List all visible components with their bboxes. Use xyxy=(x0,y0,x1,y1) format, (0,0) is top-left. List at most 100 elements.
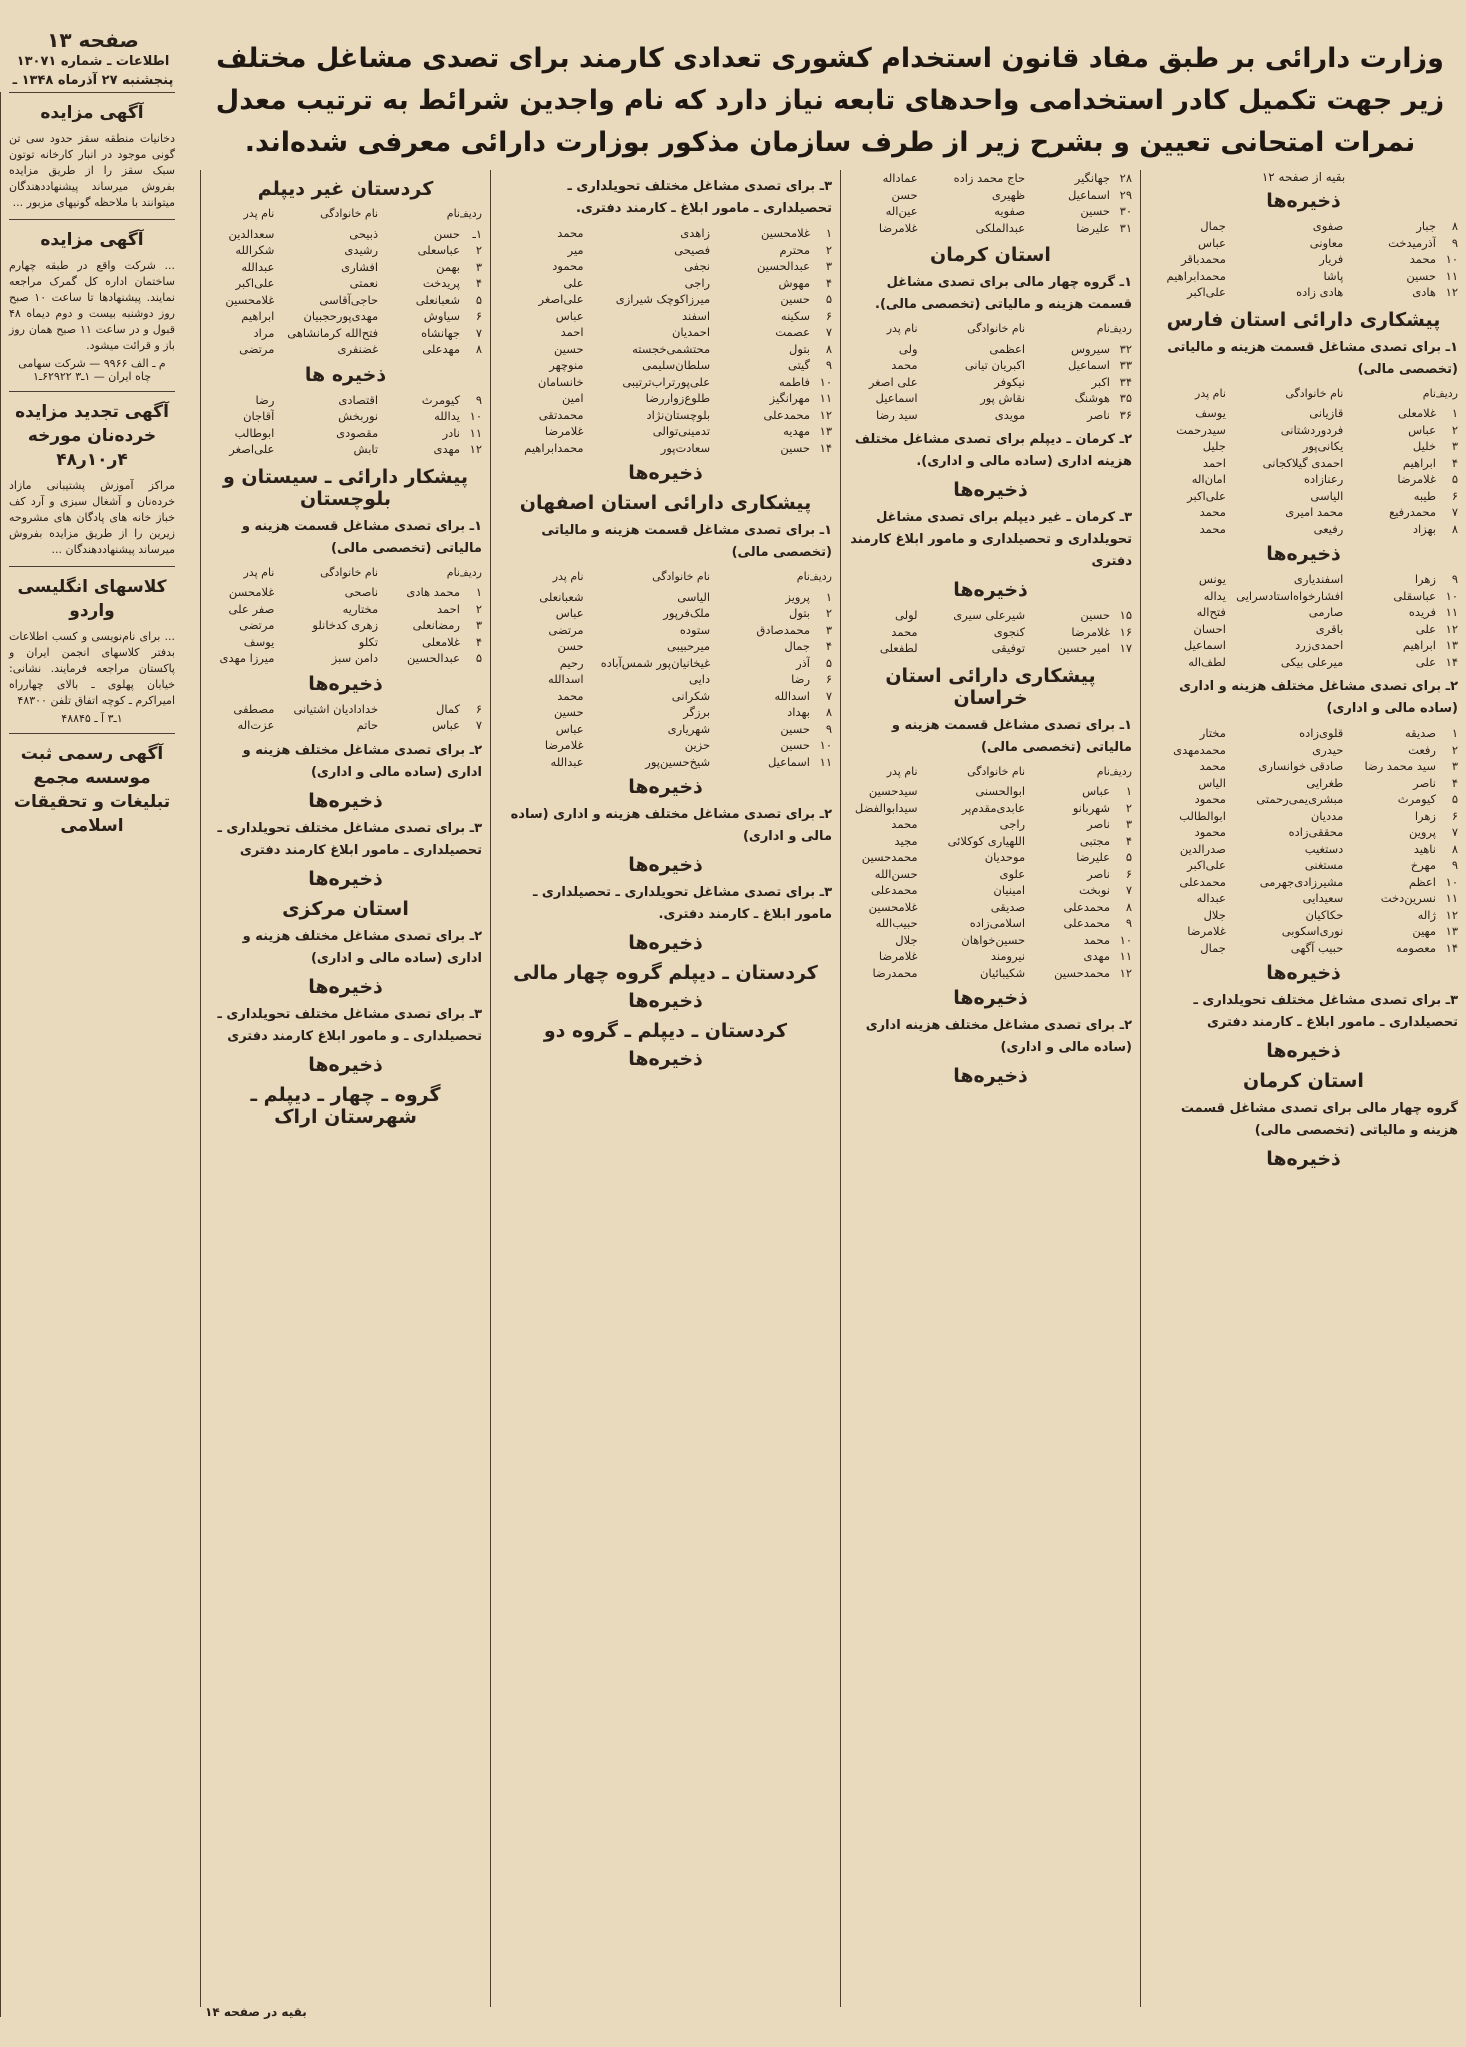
row-number: ۱۲ xyxy=(469,442,482,456)
row-number: ردیف xyxy=(460,565,482,579)
table-row: ۱۱ نادر مقصودی ابوطالب xyxy=(209,425,482,442)
table-row: ۵ غلامرضا رعنازاده امان‌اله xyxy=(1149,471,1458,488)
row-number: ۱ xyxy=(475,585,482,599)
table-row: ۲ بتول ملک‌فرپور عباس xyxy=(499,605,832,622)
first-name: پروین xyxy=(1408,825,1436,839)
reserves-heading: ذخیره ها xyxy=(304,363,387,386)
family-name: میرحبیبی xyxy=(667,639,711,653)
father-name: عباس xyxy=(555,308,584,323)
row-number: ۱۲ xyxy=(1119,965,1132,980)
first-name: یدالله xyxy=(434,409,460,423)
subsection-heading: ۱ـ برای تصدی مشاغل قسمت هزینه و مالیاتی … xyxy=(541,523,832,560)
table-row: ۴ غلامعلی تکلو یوسف xyxy=(209,634,482,651)
first-name: شهربانو xyxy=(1072,800,1110,815)
family-name: اسفندیاری xyxy=(1293,572,1344,586)
first-name: هوشنگ xyxy=(1074,391,1110,405)
first-name: اسماعیل xyxy=(1067,358,1110,372)
first-name: حسین xyxy=(780,440,810,455)
row-number: ۱۴ xyxy=(819,440,832,455)
father-name: غلامرضا xyxy=(1187,924,1226,938)
row-number: ۱ xyxy=(825,226,832,240)
table-row: ۶ رضا دایی اسدالله xyxy=(499,671,832,688)
table-row: ۳ عبدالحسین نجفی محمود xyxy=(499,258,832,275)
family-name: دامن سبز xyxy=(331,651,379,665)
father-name: الیاس xyxy=(1198,775,1226,790)
first-name: حسین xyxy=(780,738,810,752)
father-name: مراد xyxy=(253,325,275,340)
family-name: مددیان xyxy=(1310,808,1344,823)
family-name: صفوی xyxy=(1312,219,1344,233)
column-1: بقیه از صفحه ۱۲ ذخیره‌ها ۸ جبار صفوی جمال ۹ آذر… xyxy=(1140,170,1466,2007)
subsection-heading: ۳ـ برای تصدی مشاغل مختلف تحویلداری ـ تحص… xyxy=(217,820,482,858)
family-name: راجی xyxy=(999,817,1026,831)
row-number: ۱۱ xyxy=(1445,605,1458,619)
table-row: ۸ محمدعلی صدیقی غلامحسین xyxy=(849,899,1132,916)
reserves-heading: ذخیره‌ها xyxy=(308,975,383,998)
table-row: ۳۶ ناصر مویدی سید رضا xyxy=(849,407,1132,424)
reserves-heading: ذخیره‌ها xyxy=(628,932,703,954)
ad-body: مراکز آموزش پشتیبانی مازاد خرده‌نان و آش… xyxy=(9,479,175,556)
table-row: ۷ نوبخت امینیان محمدعلی xyxy=(849,882,1132,899)
father-name: عباس xyxy=(555,606,584,620)
subsection-heading: ۲ـ برای تصدی مشاغل مختلف هزینه اداری (سا… xyxy=(865,1018,1132,1055)
father-name: ابراهیم xyxy=(241,309,275,323)
first-name: رفعت xyxy=(1408,742,1436,757)
row-number: ۳ xyxy=(475,259,482,274)
father-name: عبداله xyxy=(1196,891,1226,905)
father-name: سیدابوالفضل xyxy=(854,800,918,815)
first-name: نام xyxy=(796,570,810,583)
section-heading: کردستان غیر دیپلم xyxy=(257,178,434,200)
father-name: غلامرضا xyxy=(878,949,918,963)
first-name: غلامعلی xyxy=(422,634,460,649)
row-number: ۵ xyxy=(1451,792,1458,806)
table-row: ۱۲ محمدعلی بلوچستان‌نژاد محمدتقی xyxy=(499,407,832,424)
row-number: ۳۴ xyxy=(1119,374,1132,389)
table-row: ۸ بهداد برزگر حسین xyxy=(499,704,832,721)
section-heading: پیشکار دارائی ـ سیستان و بلوچستان xyxy=(222,465,469,510)
family-name: فصیحی xyxy=(674,242,711,257)
first-name: مهین xyxy=(1412,924,1436,938)
family-name: صدیقی xyxy=(990,899,1026,914)
row-number: ۳۲ xyxy=(1119,341,1132,356)
column-2: ۲۸ جهانگیر حاج محمد زاده عماداله ۲۹ اسماعیل ظه… xyxy=(840,170,1140,2007)
father-name: محمدباقر xyxy=(1181,252,1226,266)
section-heading: استان کرمان xyxy=(930,244,1051,266)
row-number: ۱۰ xyxy=(1445,588,1458,603)
table-row: ۲ عباسعلی رشیدی شکرالله xyxy=(209,242,482,259)
first-name: ناصر xyxy=(1413,775,1436,790)
first-name: حسین xyxy=(780,721,810,736)
father-name: احمد xyxy=(1202,455,1226,470)
first-name: ناصر xyxy=(1087,817,1110,831)
section-heading: پیشکاری دارائی استان فارس xyxy=(1166,308,1441,331)
first-name: محمدحسین xyxy=(1054,965,1110,980)
family-name: اقتصادی xyxy=(338,392,379,407)
section-heading: کردستان ـ دیپلم گروه چهار مالی xyxy=(513,962,818,984)
row-number: ۴ xyxy=(1451,455,1458,470)
father-name: نام پدر xyxy=(552,570,584,583)
family-name: نام خانوادگی xyxy=(320,565,379,579)
first-name: غلامحسین xyxy=(761,226,810,240)
father-name: محمود xyxy=(552,259,584,273)
first-name: نام xyxy=(446,207,460,220)
row-number: ۱۱ xyxy=(819,391,832,405)
first-name: مهرانگیز xyxy=(769,391,810,405)
row-number: ۳ xyxy=(475,618,482,632)
first-name: زهرا xyxy=(1414,808,1436,823)
family-name: امینیان xyxy=(993,883,1026,897)
table-header: ردیفنام نام خانوادگی نام پدر xyxy=(209,206,483,223)
father-name: لولی xyxy=(895,608,918,622)
row-number: ۱۱ xyxy=(1445,891,1458,905)
first-name: سیاوش xyxy=(423,309,460,323)
family-name: تابش xyxy=(353,442,379,456)
first-name: علی xyxy=(1415,621,1436,636)
family-name: علی‌پورتراب‌ترتیبی xyxy=(622,374,711,389)
father-name: شکرالله xyxy=(235,243,275,257)
table-row: ۱ صدیقه قلوی‌زاده مختار xyxy=(1149,725,1458,742)
first-name: حسن xyxy=(433,226,460,241)
row-number: ۳۵ xyxy=(1119,391,1132,405)
table-row: ۶ زهرا مددیان ابوالطالب xyxy=(1149,808,1458,825)
first-name: محترم xyxy=(779,242,810,257)
ad-reference: م ـ الف ۹۹۶۶ — شرکت سهامی چاه ایران — ۱ـ… xyxy=(18,357,166,383)
family-name: عابدی‌مقدم‌پر xyxy=(961,800,1026,815)
family-name: محققی‌زاده xyxy=(1288,825,1344,839)
